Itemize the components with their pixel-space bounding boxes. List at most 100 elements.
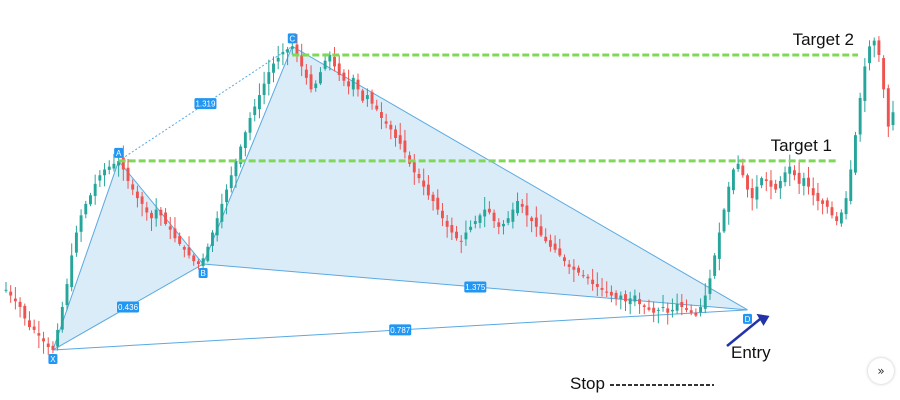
candle-body <box>441 210 444 219</box>
stop-annotation: Stop <box>570 374 714 393</box>
candle-body <box>497 222 501 227</box>
candle <box>4 281 8 293</box>
candle <box>168 216 172 240</box>
candle <box>595 272 599 297</box>
candle <box>835 212 839 226</box>
candle <box>65 278 69 311</box>
candle <box>858 92 862 142</box>
candle <box>276 45 280 70</box>
candle-body <box>670 309 674 312</box>
candle <box>675 293 679 315</box>
candle-body <box>140 196 144 204</box>
candle <box>708 269 712 300</box>
candle-body <box>65 284 69 306</box>
candle <box>792 165 796 181</box>
candle-body <box>107 166 111 170</box>
candle <box>159 206 163 226</box>
ratio-label: 0.436 <box>117 301 140 313</box>
candle <box>619 291 623 310</box>
candle-body <box>727 186 731 212</box>
candle-body <box>783 172 787 183</box>
candle <box>173 217 177 243</box>
candle-body <box>13 298 17 302</box>
candle-body <box>150 212 153 219</box>
candle-body <box>229 175 233 189</box>
candle <box>365 88 369 107</box>
candle-body <box>192 255 196 262</box>
candle-body <box>398 135 402 144</box>
candle-body <box>9 291 13 296</box>
point-b-label: B <box>198 268 208 279</box>
candle-body <box>886 88 890 127</box>
candle <box>699 298 703 317</box>
candle-body <box>844 198 848 215</box>
candle <box>802 172 806 196</box>
candle <box>32 319 36 334</box>
candle <box>211 230 214 253</box>
candle <box>89 192 92 207</box>
candle-body <box>825 200 829 207</box>
candle <box>774 179 778 194</box>
candle-body <box>84 203 88 215</box>
candle <box>215 211 219 242</box>
candle-body <box>112 163 116 169</box>
candle <box>314 80 318 92</box>
point-badge <box>198 268 208 279</box>
candle-body <box>117 160 121 166</box>
candle-body <box>877 40 881 55</box>
candle <box>239 144 243 168</box>
candle <box>882 55 886 99</box>
candle-body <box>168 226 172 230</box>
scroll-to-latest-button[interactable]: » <box>868 358 894 384</box>
candle-body <box>18 301 22 307</box>
candle-body <box>145 207 149 213</box>
candle-body <box>79 215 83 232</box>
candle <box>13 287 17 310</box>
candle-body <box>46 343 50 348</box>
entry-arrow-shaft <box>726 316 763 347</box>
candle <box>872 37 876 58</box>
candle <box>670 298 674 318</box>
candle-body <box>370 92 374 104</box>
candle <box>731 167 735 195</box>
leg-xa <box>52 160 120 351</box>
candle <box>868 40 871 71</box>
candle-body <box>595 283 599 287</box>
candle <box>638 292 642 314</box>
candle-body <box>239 146 243 164</box>
candle <box>563 254 566 267</box>
candle <box>497 218 501 235</box>
candle <box>337 55 341 81</box>
candle-body <box>469 226 473 230</box>
candle-body <box>93 183 97 196</box>
candle <box>652 301 656 323</box>
candle-body <box>473 221 477 225</box>
candle <box>825 197 829 214</box>
point-badge <box>48 353 58 364</box>
candle-body <box>295 44 299 55</box>
candle <box>182 245 186 258</box>
candle-body <box>600 287 604 290</box>
candle-body <box>534 217 538 227</box>
pattern-triangle-bcd <box>203 46 748 310</box>
candle-body <box>760 178 764 186</box>
candle-body <box>563 257 566 262</box>
candle-body <box>304 69 308 78</box>
leg-cd <box>292 45 748 311</box>
candle <box>300 43 304 77</box>
candle-body <box>272 63 275 73</box>
candle-body <box>323 60 327 69</box>
candle <box>234 158 238 188</box>
candle-body <box>882 58 886 90</box>
candle <box>492 209 496 229</box>
candle-body <box>717 232 721 259</box>
candle <box>455 225 458 241</box>
candle-body <box>624 294 627 302</box>
candle-body <box>281 52 285 55</box>
candle-body <box>839 212 843 224</box>
pattern-triangle-xab <box>52 160 204 350</box>
candle-body <box>211 232 214 246</box>
candle <box>685 299 688 313</box>
candle-body <box>713 255 717 276</box>
candle <box>811 177 815 206</box>
